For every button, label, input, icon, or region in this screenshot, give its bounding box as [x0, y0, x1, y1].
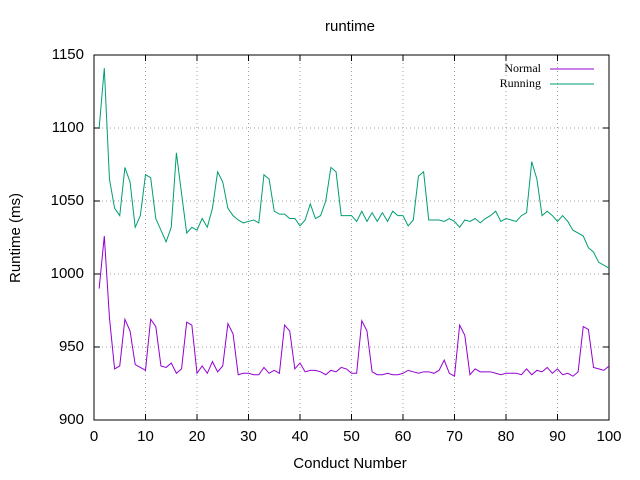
y-tick-label: 900	[59, 411, 84, 428]
y-axis-label: Runtime (ms)	[7, 193, 24, 283]
y-tick-label: 1100	[52, 119, 84, 136]
y-tick-label: 1050	[51, 192, 84, 209]
x-tick-label: 30	[240, 428, 257, 445]
series-line	[98, 235, 610, 378]
x-tick-label: 20	[189, 428, 206, 445]
x-tick-label: 0	[90, 428, 98, 445]
y-tick-label: 1150	[52, 46, 84, 63]
plot-frame	[93, 54, 610, 421]
x-tick-label: 90	[549, 428, 566, 445]
x-tick-label: 40	[292, 428, 309, 445]
x-tick-label: 100	[596, 428, 621, 445]
x-tick-label: 80	[498, 428, 515, 445]
y-tick-label: 950	[59, 338, 84, 355]
x-tick-label: 60	[395, 428, 412, 445]
x-tick-label: 50	[343, 428, 360, 445]
legend-label: Normal	[504, 61, 541, 75]
y-tick-label: 1000	[51, 265, 84, 282]
chart-title: runtime	[325, 18, 375, 35]
x-tick-label: 10	[137, 428, 154, 445]
x-axis-label: Conduct Number	[293, 455, 406, 472]
series-line	[98, 68, 610, 269]
legend-label: Running	[500, 76, 541, 90]
x-tick-label: 70	[446, 428, 463, 445]
